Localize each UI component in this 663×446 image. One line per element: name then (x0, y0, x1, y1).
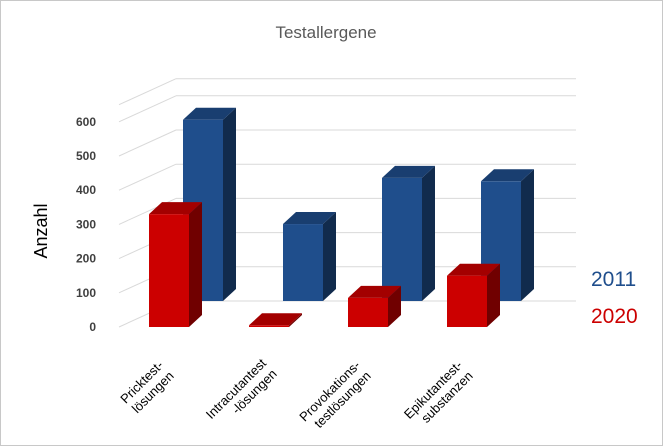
legend-entry-2020: 2020 (591, 305, 638, 328)
bar-2020-2-side (289, 313, 302, 327)
category-label: Pricktest-lösungen (117, 358, 177, 418)
bar-2011-3 (382, 165, 435, 301)
bar-2011-4-top (481, 169, 534, 182)
bar-2020-1-side (189, 202, 202, 327)
legend-entry-2011: 2011 (591, 268, 636, 291)
bar-2020-3 (348, 285, 401, 327)
bar-2011-3-top (382, 165, 435, 178)
bar-2020-4-top (447, 263, 500, 276)
bar-2020-3-front (348, 297, 388, 327)
bar-2011-1-side (223, 107, 236, 302)
bar-2020-4-front (447, 275, 487, 327)
category-label: Epikutantest-substanzen (401, 358, 476, 433)
category-label: Provokations-testlösungen (296, 358, 373, 435)
y-tick-label: 300 (76, 217, 96, 231)
bar-2011-2-side (323, 212, 336, 301)
bar-2020-2 (249, 313, 302, 327)
bar-2020-2-top (249, 313, 302, 326)
bar-2020-3-side (388, 285, 401, 327)
bar-2011-4-side (521, 169, 534, 301)
category-label: Intracutantest-lösungen (203, 355, 280, 432)
chart-title: Testallergene (275, 23, 376, 42)
bar-2020-1 (149, 202, 202, 327)
bar-2011-2-front (283, 224, 323, 301)
gridline-diagonal (118, 78, 177, 106)
gridline-diagonal (118, 95, 177, 123)
bar-2020-4 (447, 263, 500, 327)
bar-2011-2-top (283, 212, 336, 225)
category-labels: Pricktest-lösungen Intracutantest-lösunge… (117, 355, 476, 435)
gridlines (118, 78, 576, 328)
y-tick-label: 600 (76, 115, 96, 129)
gridline-diagonal (118, 129, 177, 157)
bar-2020-1-top (149, 202, 202, 215)
gridline-diagonal (118, 163, 177, 191)
bar-2020-1-front (149, 214, 189, 327)
y-tick-label: 100 (76, 286, 96, 300)
bar-2011-2 (283, 212, 336, 301)
bar-2011-1-top (183, 107, 236, 120)
y-axis-ticks: 0 100 200 300 400 500 600 (76, 115, 96, 334)
bar-2020-2-front (249, 325, 289, 327)
bars (149, 107, 534, 327)
bar-2020-3-top (348, 285, 401, 298)
y-tick-label: 0 (89, 320, 96, 334)
bar-2011-3-front (382, 177, 422, 301)
bar-2020-4-side (487, 263, 500, 327)
bar-2011-4 (481, 169, 534, 301)
y-axis-label: Anzahl (31, 203, 51, 258)
y-tick-label: 400 (76, 183, 96, 197)
y-tick-label: 200 (76, 252, 96, 266)
y-tick-label: 500 (76, 149, 96, 163)
legend: 2011 2020 (591, 268, 638, 328)
bar-2011-3-side (422, 165, 435, 301)
